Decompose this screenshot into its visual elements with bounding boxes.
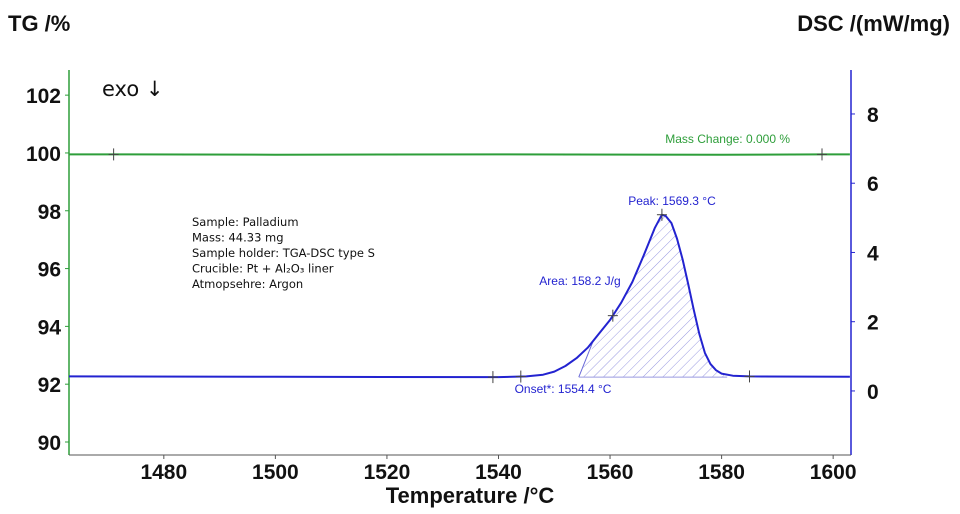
curve-marker [656,208,667,221]
x-tick-label: 1540 [475,461,522,484]
curve-marker [487,371,498,384]
y-left-tick-label: 92 [38,374,61,397]
sample-info-line: Mass: 44.33 mg [192,231,284,245]
y-right-tick-label: 4 [867,242,879,265]
y-left-tick-label: 98 [38,201,62,224]
sample-info-line: Sample: Palladium [192,215,299,229]
y-left-tick-label: 100 [26,143,61,166]
y-left-tick-label: 90 [38,432,61,455]
y-right-tick-label: 8 [867,104,879,127]
curve-marker [108,148,119,161]
x-tick-label: 1600 [810,461,857,484]
area-annotation: Area: 158.2 J/g [539,274,620,288]
peak-annotation: Peak: 1569.3 °C [628,194,716,208]
y-left-tick-label: 94 [38,316,62,339]
x-axis-label: Temperature /°C [386,483,555,508]
x-tick-label: 1560 [587,461,634,484]
x-tick-label: 1480 [140,461,187,484]
y-right-tick-label: 2 [867,312,879,335]
curve-marker [607,309,618,322]
mass-change-annotation: Mass Change: 0.000 % [665,132,790,146]
onset-annotation: Onset*: 1554.4 °C [515,382,612,396]
exo-label: exo ↓ [102,77,163,101]
y-left-tick-label: 102 [26,85,61,108]
x-tick-label: 1580 [698,461,745,484]
y-right-axis-label: DSC /(mW/mg) [797,11,950,36]
onset-tangent [578,340,594,378]
curve-marker [515,370,526,383]
y-left-tick-label: 96 [38,259,61,282]
y-left-axis-label: TG /% [8,11,70,36]
sample-info-line: Sample holder: TGA-DSC type S [192,246,375,260]
curve-marker [744,370,755,383]
x-tick-label: 1500 [252,461,299,484]
curve-marker [816,148,827,161]
sample-info-line: Atmopsehre: Argon [192,277,303,291]
peak-area-hatch [578,214,728,378]
y-right-tick-label: 6 [867,173,879,196]
sample-info-line: Crucible: Pt + Al₂O₃ liner [192,262,334,276]
y-right-tick-label: 0 [867,381,879,404]
x-tick-label: 1520 [364,461,411,484]
dsc-curve [68,213,850,379]
